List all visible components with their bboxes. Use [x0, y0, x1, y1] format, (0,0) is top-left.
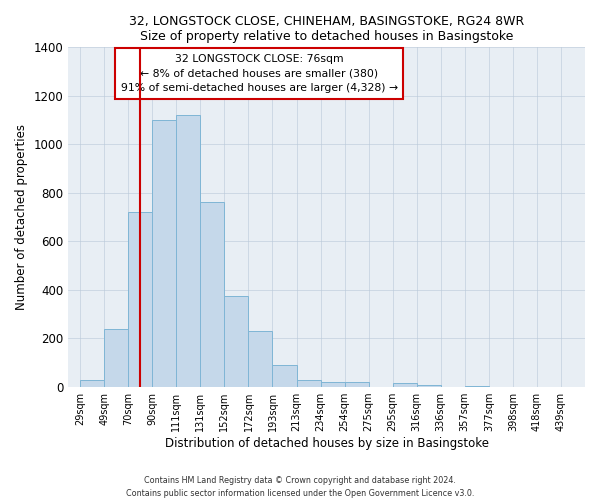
Bar: [344, 382, 368, 387]
Bar: [272, 365, 296, 387]
Bar: [224, 296, 248, 387]
Text: 32 LONGSTOCK CLOSE: 76sqm
← 8% of detached houses are smaller (380)
91% of semi-: 32 LONGSTOCK CLOSE: 76sqm ← 8% of detach…: [121, 54, 398, 94]
Bar: [417, 384, 441, 387]
Bar: [200, 202, 224, 387]
Bar: [80, 380, 104, 387]
Bar: [320, 382, 344, 387]
Text: Contains HM Land Registry data © Crown copyright and database right 2024.
Contai: Contains HM Land Registry data © Crown c…: [126, 476, 474, 498]
X-axis label: Distribution of detached houses by size in Basingstoke: Distribution of detached houses by size …: [164, 437, 488, 450]
Bar: [296, 380, 320, 387]
Bar: [104, 329, 128, 387]
Bar: [176, 115, 200, 387]
Bar: [128, 212, 152, 387]
Bar: [392, 384, 417, 387]
Y-axis label: Number of detached properties: Number of detached properties: [15, 124, 28, 310]
Bar: [465, 386, 489, 387]
Bar: [248, 331, 272, 387]
Title: 32, LONGSTOCK CLOSE, CHINEHAM, BASINGSTOKE, RG24 8WR
Size of property relative t: 32, LONGSTOCK CLOSE, CHINEHAM, BASINGSTO…: [129, 15, 524, 43]
Bar: [152, 120, 176, 387]
